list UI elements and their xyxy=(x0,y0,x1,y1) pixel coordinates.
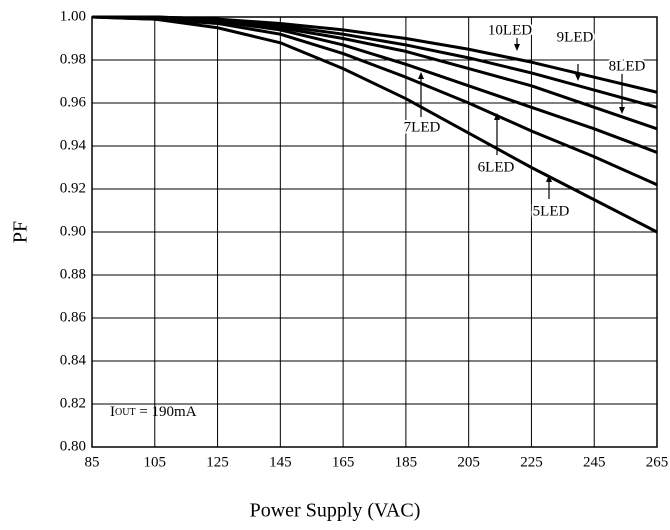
series-label: 7LED xyxy=(404,119,441,135)
x-tick-label: 85 xyxy=(85,454,100,470)
series-line xyxy=(92,15,658,154)
y-tick-label: 0.86 xyxy=(60,309,87,325)
y-tick-label: 0.94 xyxy=(60,137,87,153)
y-tick-label: 1.00 xyxy=(60,8,86,24)
x-tick-label: 125 xyxy=(206,454,229,470)
note: IOUT = 190mA xyxy=(110,404,197,420)
series-label: 8LED xyxy=(609,58,646,74)
arrow-head xyxy=(514,44,520,51)
series-label: 5LED xyxy=(533,203,570,219)
series-label: 10LED xyxy=(488,22,532,38)
series-line xyxy=(91,15,658,234)
series-label: 5LED xyxy=(533,203,570,219)
x-tick-label: 185 xyxy=(395,454,418,470)
arrow-head xyxy=(418,72,424,79)
series-label: 6LED xyxy=(478,159,515,175)
y-tick-label: 0.80 xyxy=(60,438,86,454)
arrow-head xyxy=(619,107,625,114)
y-tick-label: 0.90 xyxy=(60,223,86,239)
note-rest: = 190mA xyxy=(136,404,197,420)
y-tick-label: 0.98 xyxy=(60,51,86,67)
y-tick-label: 0.92 xyxy=(60,180,86,196)
x-tick-label: 225 xyxy=(520,454,543,470)
series-label: 8LED xyxy=(609,58,646,74)
x-tick-label: 205 xyxy=(457,454,480,470)
note-main: I xyxy=(110,404,115,420)
note-sub: OUT xyxy=(115,407,136,418)
series-label: 7LED xyxy=(404,119,441,135)
series-label: 10LED xyxy=(488,22,532,38)
y-tick-label: 0.82 xyxy=(60,395,86,411)
x-axis-label: Power Supply (VAC) xyxy=(250,500,421,522)
y-tick-label: 0.84 xyxy=(60,352,87,368)
series-line xyxy=(91,15,658,187)
arrow-head xyxy=(546,175,552,182)
x-tick-label: 165 xyxy=(332,454,355,470)
series-label: 9LED xyxy=(557,29,594,45)
arrow-head xyxy=(494,113,500,120)
x-tick-label: 265 xyxy=(646,454,669,470)
arrow-head xyxy=(575,74,581,81)
x-tick-label: 245 xyxy=(583,454,606,470)
y-tick-label: 0.88 xyxy=(60,266,86,282)
y-tick-label: 0.96 xyxy=(60,94,87,110)
x-tick-label: 105 xyxy=(144,454,167,470)
x-tick-label: 145 xyxy=(269,454,292,470)
series-label: 6LED xyxy=(478,159,515,175)
series-label: 9LED xyxy=(557,29,594,45)
note-background xyxy=(107,403,200,422)
y-axis-label: PF xyxy=(10,221,32,243)
